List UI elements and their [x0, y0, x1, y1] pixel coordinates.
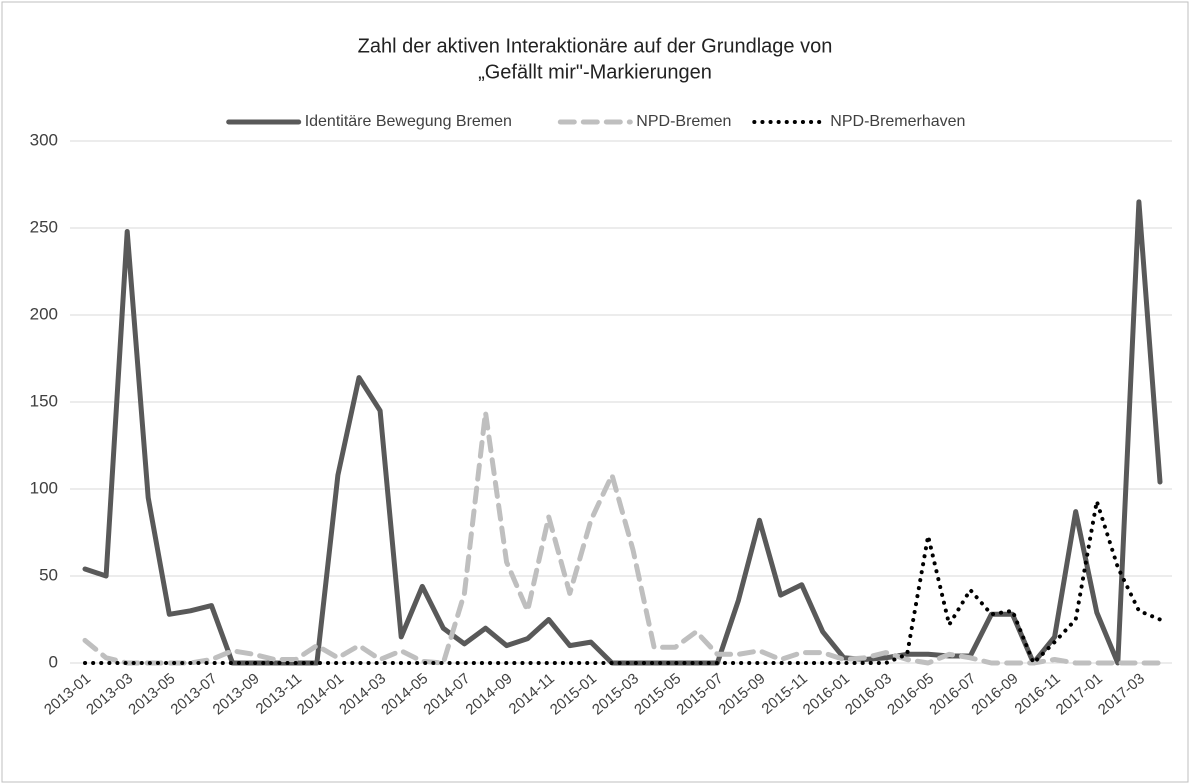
y-tick-label: 300	[30, 130, 58, 149]
legend-label: NPD-Bremerhaven	[830, 113, 965, 130]
series-line	[83, 499, 1162, 665]
y-tick-label: 0	[49, 652, 58, 671]
y-tick-label: 150	[30, 391, 58, 410]
y-tick-label: 100	[30, 478, 58, 497]
y-tick-label: 200	[30, 304, 58, 323]
y-tick-label: 250	[30, 217, 58, 236]
legend-label: Identitäre Bewegung Bremen	[305, 113, 512, 130]
legend-label: NPD-Bremen	[636, 113, 731, 130]
chart-title: „Gefällt mir"-Markierungen	[478, 61, 712, 83]
chart-title: Zahl der aktiven Interaktionäre auf der …	[358, 35, 833, 57]
series-line	[82, 409, 1163, 666]
y-tick-label: 50	[39, 565, 58, 584]
